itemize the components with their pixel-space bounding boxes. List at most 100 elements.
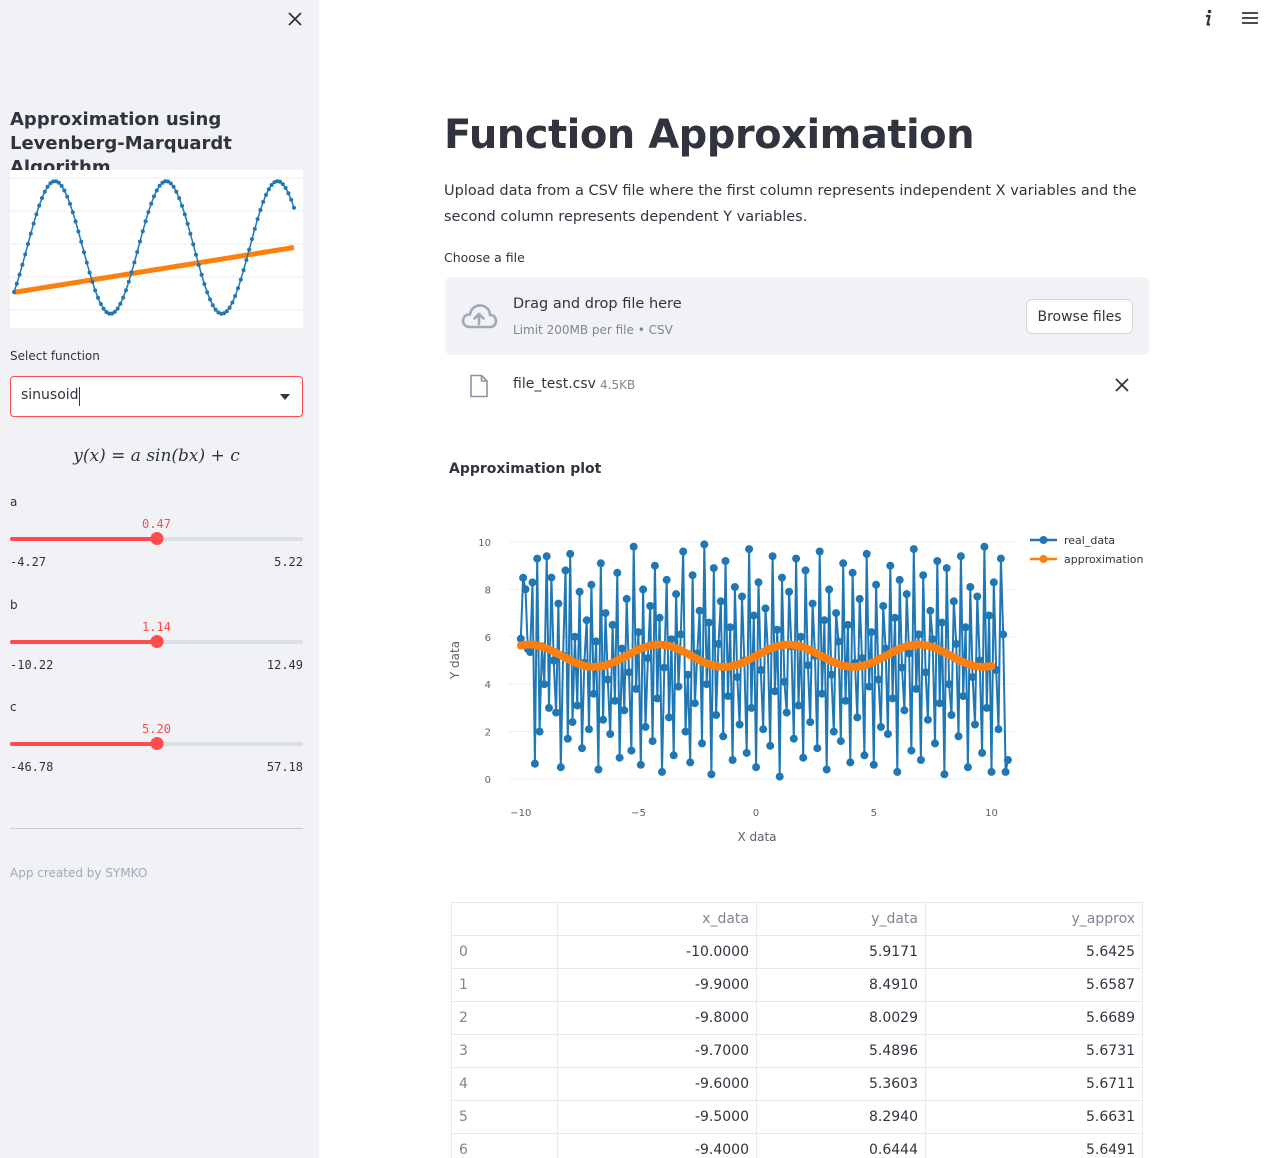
real-data-point[interactable] [883, 730, 892, 738]
real-data-point[interactable] [625, 668, 633, 677]
real-data-point[interactable] [759, 725, 768, 734]
real-data-point[interactable] [653, 694, 662, 703]
real-data-point[interactable] [613, 568, 622, 577]
real-data-point[interactable] [603, 675, 612, 684]
real-data-point[interactable] [985, 611, 994, 620]
real-data-point[interactable] [521, 585, 530, 594]
real-data-point[interactable] [947, 711, 956, 719]
real-data-point[interactable] [679, 547, 688, 556]
slider-thumb[interactable] [150, 635, 163, 648]
real-data-point[interactable] [573, 701, 582, 710]
real-data-point[interactable] [610, 696, 619, 705]
hamburger-menu-icon[interactable] [1240, 10, 1260, 26]
real-data-point[interactable] [895, 575, 904, 584]
real-data-point[interactable] [919, 571, 928, 580]
slider-b[interactable]: b 1.14 -10.22 12.49 [10, 598, 303, 672]
real-data-point[interactable] [660, 663, 669, 672]
real-data-point[interactable] [921, 668, 930, 677]
real-data-point[interactable] [556, 763, 565, 772]
real-data-point[interactable] [876, 722, 885, 731]
real-data-point[interactable] [568, 718, 577, 727]
real-data-point[interactable] [843, 620, 852, 629]
real-data-point[interactable] [836, 737, 845, 746]
real-data-point[interactable] [994, 725, 1003, 734]
real-data-point[interactable] [869, 760, 878, 769]
real-data-point[interactable] [658, 767, 666, 776]
real-data-point[interactable] [608, 620, 617, 629]
real-data-point[interactable] [978, 748, 987, 757]
real-data-point[interactable] [714, 639, 723, 648]
real-data-point[interactable] [799, 753, 808, 762]
real-data-point[interactable] [542, 552, 551, 561]
real-data-point[interactable] [528, 578, 537, 587]
real-data-point[interactable] [1003, 756, 1012, 764]
slider-a[interactable]: a 0.47 -4.27 5.22 [10, 495, 303, 569]
real-data-point[interactable] [865, 682, 874, 691]
info-icon[interactable] [1198, 8, 1218, 28]
real-data-point[interactable] [545, 703, 553, 712]
real-data-point[interactable] [916, 756, 925, 764]
real-data-point[interactable] [973, 592, 982, 601]
real-data-point[interactable] [674, 682, 683, 691]
real-data-point[interactable] [862, 549, 871, 558]
real-data-point[interactable] [909, 545, 918, 554]
real-data-point[interactable] [853, 713, 862, 722]
slider-thumb[interactable] [150, 532, 163, 545]
real-data-point[interactable] [561, 566, 570, 575]
function-select[interactable]: sinusoid [10, 376, 303, 417]
real-data-point[interactable] [620, 706, 629, 715]
real-data-point[interactable] [533, 554, 542, 563]
real-data-point[interactable] [940, 770, 949, 779]
real-data-point[interactable] [636, 760, 645, 769]
real-data-point[interactable] [582, 616, 591, 625]
real-data-point[interactable] [949, 597, 958, 606]
real-data-point[interactable] [712, 711, 721, 719]
real-data-point[interactable] [540, 680, 549, 689]
real-data-point[interactable] [963, 763, 972, 772]
real-data-point[interactable] [535, 727, 544, 736]
real-data-point[interactable] [846, 758, 855, 767]
real-data-point[interactable] [705, 618, 713, 627]
real-data-point[interactable] [686, 758, 695, 767]
real-data-point[interactable] [803, 661, 812, 670]
real-data-point[interactable] [749, 611, 758, 620]
real-data-point[interactable] [742, 748, 751, 757]
real-data-point[interactable] [1001, 767, 1010, 776]
real-data-point[interactable] [874, 675, 883, 684]
real-data-point[interactable] [575, 587, 584, 596]
real-data-point[interactable] [942, 564, 951, 573]
real-data-point[interactable] [596, 559, 605, 568]
real-data-point[interactable] [898, 663, 906, 672]
real-data-point[interactable] [912, 684, 921, 693]
real-data-point[interactable] [782, 708, 791, 717]
real-data-point[interactable] [690, 699, 699, 708]
real-data-point[interactable] [789, 734, 798, 743]
real-data-point[interactable] [733, 673, 742, 682]
real-data-point[interactable] [954, 732, 963, 741]
real-data-point[interactable] [665, 713, 673, 722]
real-data-point[interactable] [676, 630, 685, 639]
real-data-point[interactable] [519, 573, 528, 582]
legend-item[interactable]: real_data [1030, 534, 1115, 547]
real-data-point[interactable] [867, 628, 876, 637]
real-data-point[interactable] [778, 573, 786, 582]
real-data-point[interactable] [945, 680, 954, 689]
real-data-point[interactable] [770, 687, 779, 696]
real-data-point[interactable] [629, 542, 638, 551]
real-data-point[interactable] [813, 744, 822, 753]
real-data-point[interactable] [841, 696, 850, 705]
real-data-point[interactable] [672, 590, 681, 599]
real-data-point[interactable] [646, 602, 655, 610]
real-data-point[interactable] [707, 770, 716, 779]
real-data-point[interactable] [971, 720, 979, 729]
real-data-point[interactable] [839, 559, 848, 568]
real-data-point[interactable] [554, 599, 563, 608]
real-data-point[interactable] [641, 722, 650, 731]
file-dropzone[interactable]: Drag and drop file here Limit 200MB per … [445, 277, 1149, 355]
real-data-point[interactable] [738, 592, 746, 601]
real-data-point[interactable] [996, 554, 1005, 563]
remove-file-icon[interactable] [1112, 375, 1132, 395]
real-data-point[interactable] [698, 739, 706, 748]
real-data-point[interactable] [578, 744, 586, 753]
real-data-point[interactable] [721, 557, 730, 565]
